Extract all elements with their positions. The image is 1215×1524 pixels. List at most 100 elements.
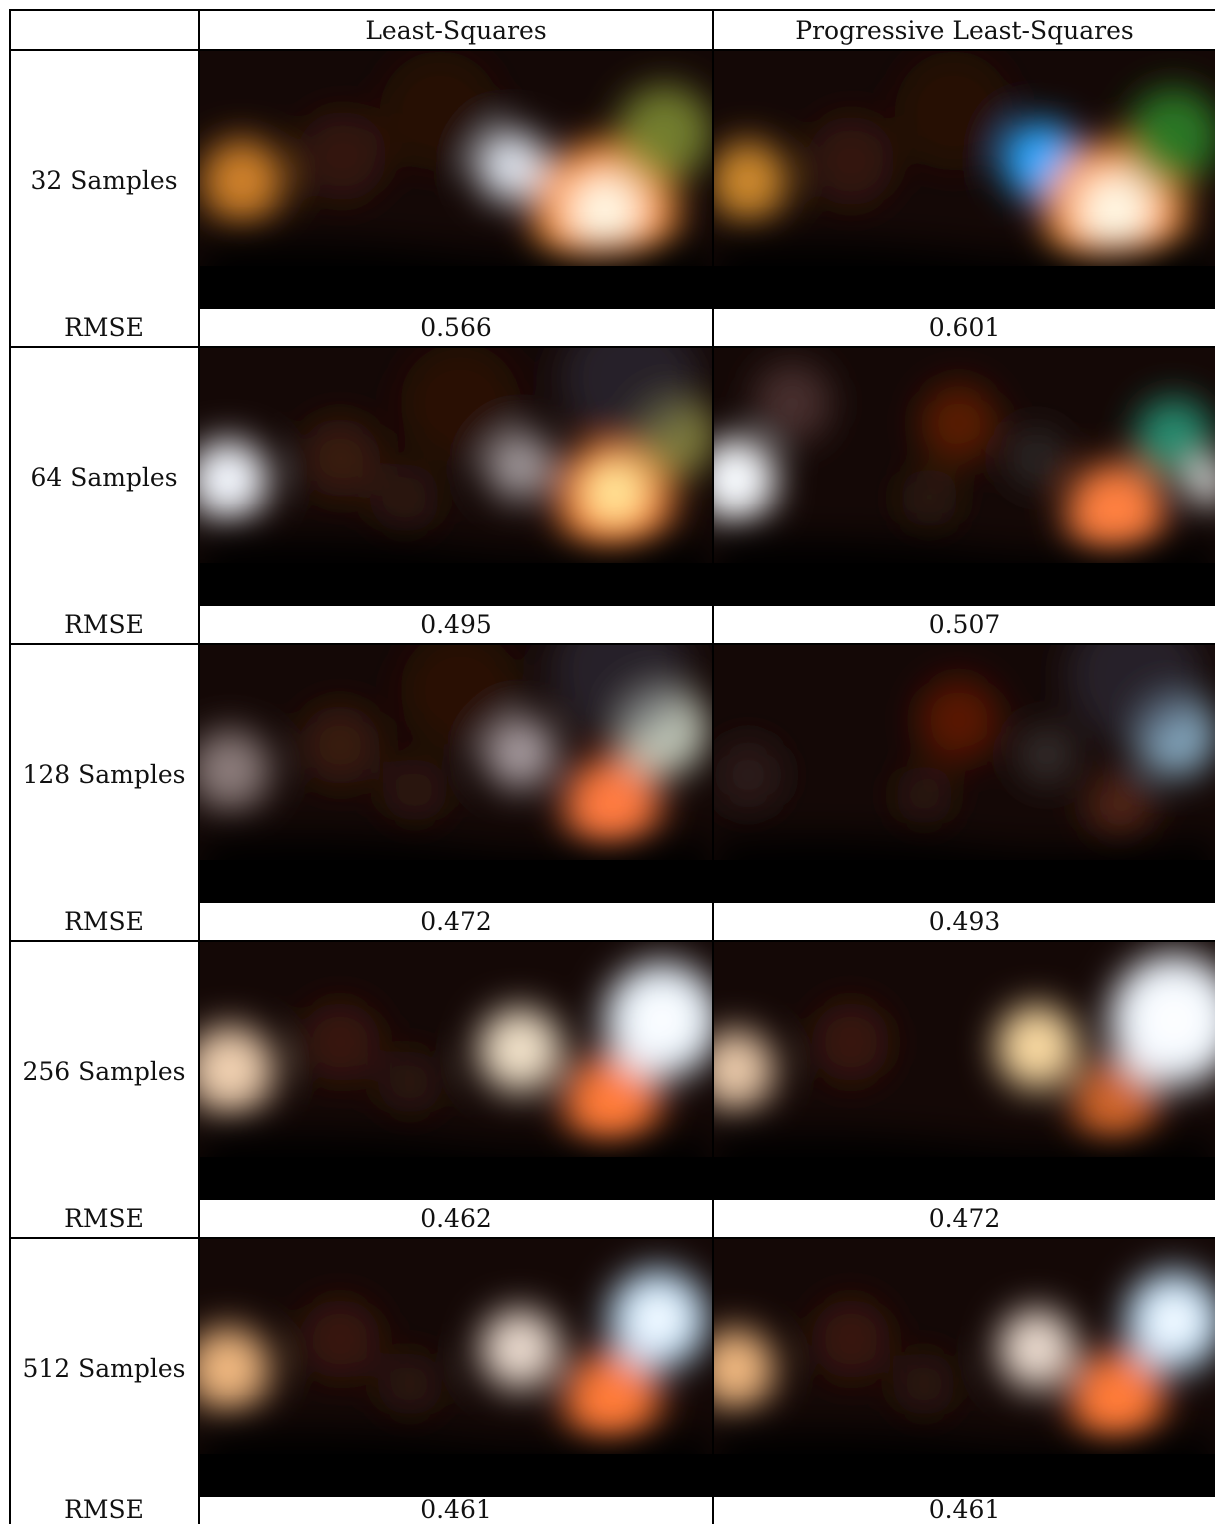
column-header-progressive-least-squares: Progressive Least-Squares: [795, 15, 1134, 45]
light-blob: [919, 383, 998, 463]
rmse-value-least-squares: 0.495: [420, 610, 492, 639]
light-blob: [560, 348, 700, 448]
light-blob: [714, 1030, 775, 1110]
row-divider: [10, 940, 1215, 942]
light-blob: [1066, 645, 1204, 745]
result-image-least-squares: [200, 348, 712, 606]
metric-label: RMSE: [64, 1204, 144, 1233]
light-blob: [753, 363, 832, 443]
light-blob: [617, 85, 712, 181]
light-blob: [1126, 88, 1215, 184]
light-blob: [917, 678, 1000, 762]
light-blob: [1085, 770, 1155, 840]
light-blob: [400, 348, 520, 463]
light-blob: [300, 418, 380, 498]
light-blob: [806, 116, 896, 206]
metric-label: RMSE: [64, 1495, 144, 1524]
light-blob: [300, 1299, 380, 1379]
metric-label: RMSE: [64, 313, 144, 342]
light-blob: [300, 705, 380, 785]
light-blob: [200, 1327, 270, 1411]
table-header-divider: [10, 49, 1215, 51]
dark-ground-base: [714, 1157, 1215, 1200]
light-blob: [1142, 988, 1206, 1052]
light-blob: [714, 739, 784, 811]
metric-label: RMSE: [64, 907, 144, 936]
rmse-value-progressive-least-squares: 0.472: [928, 1204, 1001, 1233]
light-blob: [1134, 398, 1214, 478]
dark-ground-base: [714, 563, 1215, 606]
light-blob: [1186, 461, 1215, 505]
row-label-samples: 512 Samples: [22, 1353, 186, 1383]
rmse-value-progressive-least-squares: 0.461: [928, 1495, 1001, 1524]
light-blob: [714, 438, 777, 522]
column-divider: [198, 9, 200, 1524]
dark-ground-base: [200, 860, 712, 903]
rmse-value-progressive-least-squares: 0.601: [928, 313, 1001, 342]
light-blob: [1078, 173, 1153, 249]
rmse-value-least-squares: 0.462: [420, 1204, 492, 1233]
dark-ground-base: [200, 563, 712, 606]
light-blob: [899, 468, 959, 528]
light-blob: [714, 1329, 775, 1409]
light-blob: [550, 645, 690, 740]
light-blob: [400, 645, 520, 750]
row-divider: [10, 1237, 1215, 1239]
light-blob: [478, 1008, 562, 1092]
column-header-least-squares: Least-Squares: [365, 15, 547, 45]
row-divider: [10, 643, 1215, 645]
dark-ground-base: [200, 266, 712, 309]
rmse-value-least-squares: 0.566: [420, 313, 492, 342]
light-blob: [484, 717, 556, 789]
metric-label: RMSE: [64, 610, 144, 639]
row-label-samples: 64 Samples: [30, 462, 178, 492]
light-blob: [300, 1002, 380, 1082]
light-blob: [564, 1351, 660, 1447]
light-blob: [200, 730, 270, 810]
row-divider: [10, 346, 1215, 348]
result-image-progressive-least-squares: [714, 942, 1215, 1200]
light-blob: [895, 765, 954, 825]
dark-ground-base: [200, 1454, 712, 1497]
light-blob: [297, 111, 387, 201]
light-blob: [1007, 428, 1067, 488]
light-blob: [476, 130, 548, 202]
light-blob: [997, 1309, 1077, 1389]
light-blob: [895, 51, 1013, 171]
result-image-least-squares: [200, 51, 712, 309]
light-blob: [378, 1352, 442, 1416]
light-blob: [1072, 1058, 1159, 1146]
dark-ground-base: [714, 1454, 1215, 1497]
table-border-left: [9, 9, 11, 1524]
light-blob: [380, 51, 500, 171]
result-image-least-squares: [200, 645, 712, 903]
light-blob: [634, 992, 690, 1048]
column-divider: [712, 9, 714, 1524]
light-blob: [200, 1026, 274, 1114]
rmse-value-progressive-least-squares: 0.507: [928, 610, 1001, 639]
result-image-progressive-least-squares: [714, 645, 1215, 903]
header-corner: [10, 11, 198, 49]
light-blob: [995, 1005, 1079, 1089]
dark-ground-base: [714, 266, 1215, 309]
table-border-top: [10, 9, 1215, 11]
rmse-value-progressive-least-squares: 0.493: [928, 907, 1001, 936]
result-image-least-squares: [200, 1239, 712, 1497]
rmse-value-least-squares: 0.472: [420, 907, 492, 936]
result-image-progressive-least-squares: [714, 348, 1215, 606]
light-blob: [587, 465, 643, 521]
light-blob: [378, 1050, 442, 1114]
light-blob: [893, 1352, 956, 1416]
light-blob: [200, 440, 268, 520]
dark-ground-base: [200, 1157, 712, 1200]
result-image-progressive-least-squares: [714, 1239, 1215, 1497]
row-label-samples: 32 Samples: [30, 165, 178, 195]
light-blob: [200, 139, 284, 223]
light-blob: [1070, 1351, 1165, 1447]
light-blob: [383, 758, 447, 822]
light-blob: [714, 141, 788, 221]
result-image-least-squares: [200, 942, 712, 1200]
light-blob: [1066, 463, 1165, 563]
rmse-value-least-squares: 0.461: [420, 1495, 492, 1524]
